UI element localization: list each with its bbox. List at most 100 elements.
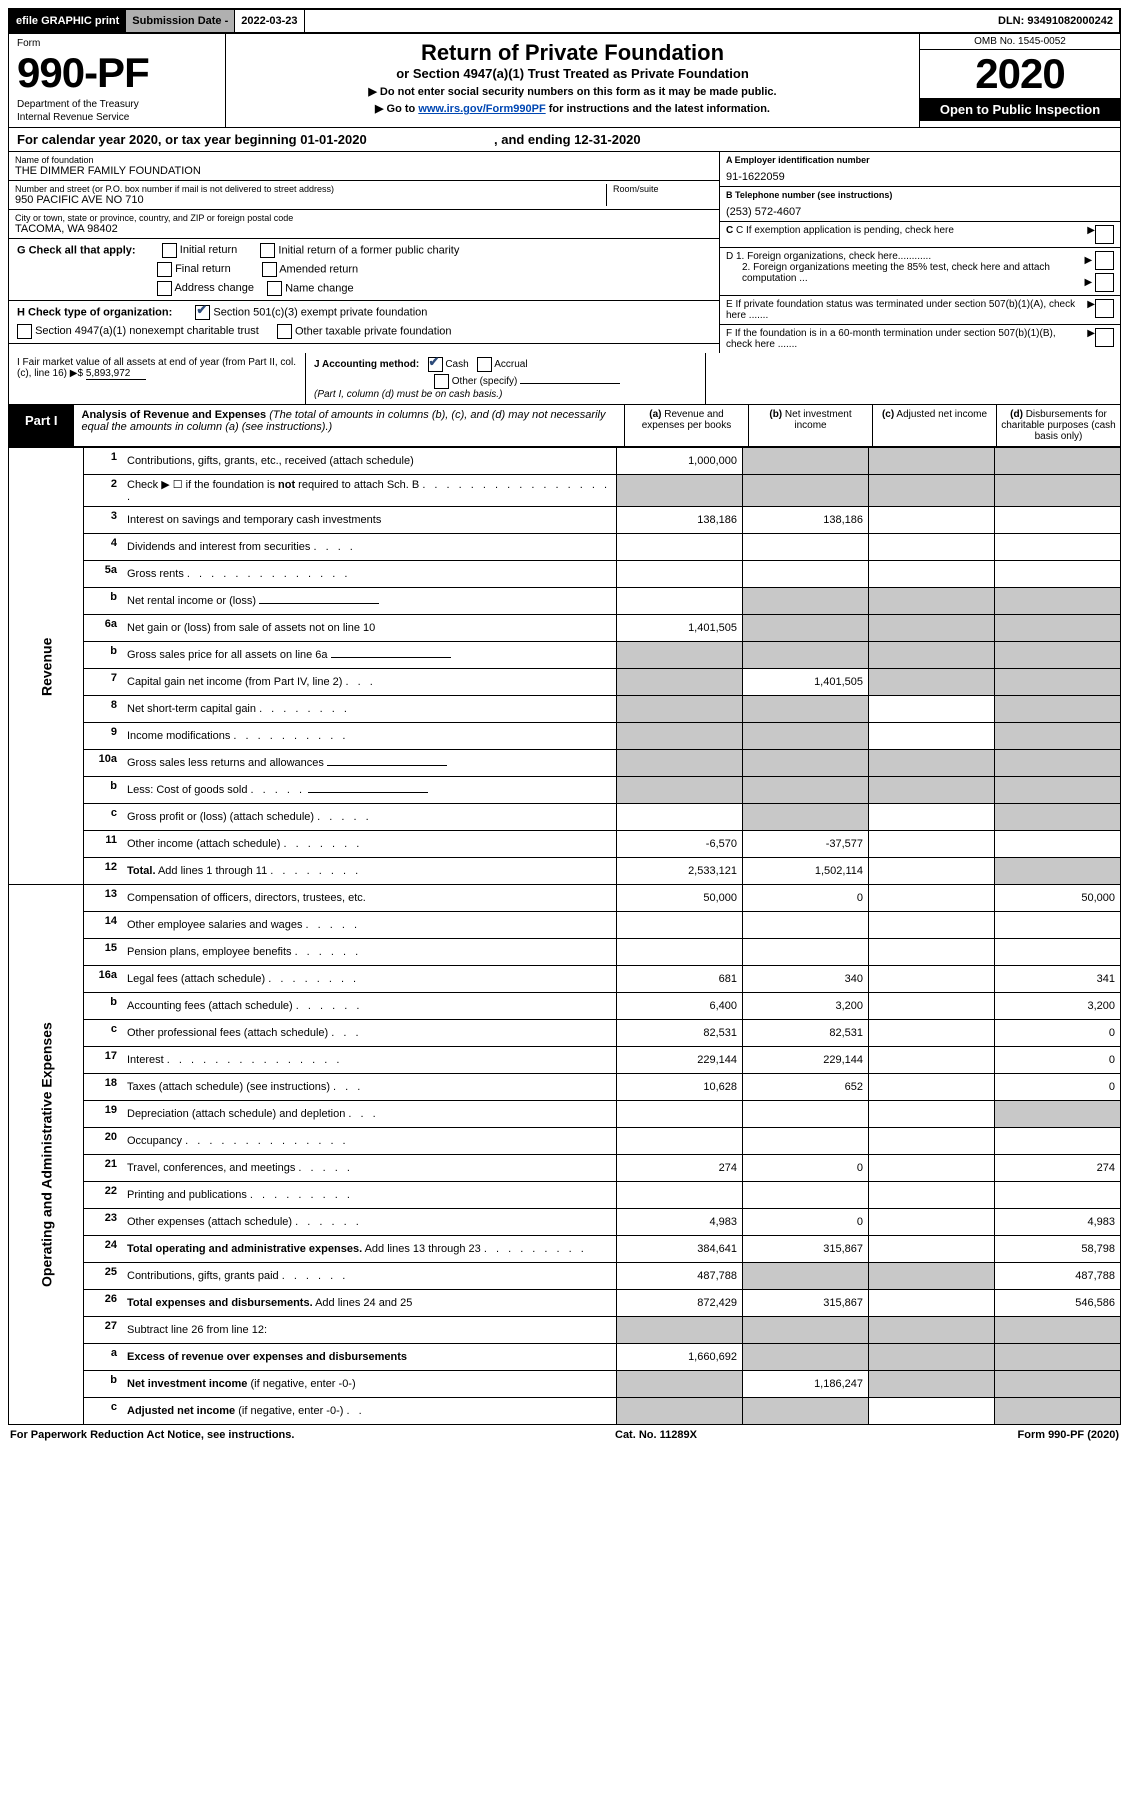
amount-cell xyxy=(743,939,869,966)
header-center: Return of Private Foundation or Section … xyxy=(226,34,919,127)
amount-cell xyxy=(995,448,1121,475)
amount-cell xyxy=(617,1398,743,1425)
amount-cell xyxy=(617,723,743,750)
g-initial-former-checkbox[interactable] xyxy=(260,243,275,258)
amount-cell: 652 xyxy=(743,1074,869,1101)
amount-cell xyxy=(617,1182,743,1209)
row-description: Other income (attach schedule) . . . . .… xyxy=(122,831,617,858)
page-footer: For Paperwork Reduction Act Notice, see … xyxy=(8,1425,1121,1445)
amount-cell: 341 xyxy=(995,966,1121,993)
d1-label: D 1. Foreign organizations, check here..… xyxy=(726,251,931,262)
amount-cell: 3,200 xyxy=(995,993,1121,1020)
address-label: Number and street (or P.O. box number if… xyxy=(15,184,600,194)
row-number: c xyxy=(84,1398,123,1425)
sub-lbl-text: Submission Date - xyxy=(132,15,228,27)
row-number: 22 xyxy=(84,1182,123,1209)
amount-cell xyxy=(995,831,1121,858)
g-address-change-checkbox[interactable] xyxy=(157,281,172,296)
amount-cell: 0 xyxy=(995,1074,1121,1101)
amount-cell xyxy=(869,912,995,939)
h-other-taxable-checkbox[interactable] xyxy=(277,324,292,339)
section-h: H Check type of organization: Section 50… xyxy=(9,301,719,344)
amount-cell xyxy=(995,1182,1121,1209)
amount-cell xyxy=(617,912,743,939)
j-cash-checkbox[interactable] xyxy=(428,357,443,372)
efile-label: efile GRAPHIC print xyxy=(10,10,126,32)
row-number: 9 xyxy=(84,723,123,750)
amount-cell: 0 xyxy=(743,885,869,912)
d1-checkbox[interactable] xyxy=(1095,251,1114,270)
amount-cell: 487,788 xyxy=(617,1263,743,1290)
row-number: a xyxy=(84,1344,123,1371)
f-checkbox[interactable] xyxy=(1095,328,1114,347)
row-number: 27 xyxy=(84,1317,123,1344)
row-description: Dividends and interest from securities .… xyxy=(122,534,617,561)
amount-cell xyxy=(869,804,995,831)
row-description: Less: Cost of goods sold . . . . . xyxy=(122,777,617,804)
amount-cell: 0 xyxy=(743,1209,869,1236)
amount-cell xyxy=(869,642,995,669)
h-501c3-checkbox[interactable] xyxy=(195,305,210,320)
amount-cell: 0 xyxy=(743,1155,869,1182)
amount-cell xyxy=(743,777,869,804)
form-instruction-2: ▶ Go to www.irs.gov/Form990PF for instru… xyxy=(246,102,899,115)
row-number: 23 xyxy=(84,1209,123,1236)
row-number: 5a xyxy=(84,561,123,588)
amount-cell: 4,983 xyxy=(995,1209,1121,1236)
amount-cell xyxy=(617,588,743,615)
amount-cell xyxy=(869,723,995,750)
amount-cell xyxy=(869,1101,995,1128)
d2-label: 2. Foreign organizations meeting the 85%… xyxy=(726,262,1079,284)
amount-cell xyxy=(869,1236,995,1263)
g-initial-return-checkbox[interactable] xyxy=(162,243,177,258)
row-description: Net rental income or (loss) xyxy=(122,588,617,615)
part-1-title: Analysis of Revenue and Expenses xyxy=(82,409,267,421)
irs-link[interactable]: www.irs.gov/Form990PF xyxy=(418,103,545,115)
amount-cell xyxy=(995,475,1121,507)
amount-cell: 340 xyxy=(743,966,869,993)
g-name-change-checkbox[interactable] xyxy=(267,281,282,296)
h-4947-checkbox[interactable] xyxy=(17,324,32,339)
row-number: 13 xyxy=(84,885,123,912)
j-accrual-checkbox[interactable] xyxy=(477,357,492,372)
footer-left: For Paperwork Reduction Act Notice, see … xyxy=(10,1429,294,1441)
header-left: Form 990-PF Department of the Treasury I… xyxy=(9,34,226,127)
amount-cell xyxy=(869,885,995,912)
header-right: OMB No. 1545-0052 2020 Open to Public In… xyxy=(919,34,1120,127)
row-description: Net gain or (loss) from sale of assets n… xyxy=(122,615,617,642)
h-opt-2: Other taxable private foundation xyxy=(295,325,452,337)
amount-cell xyxy=(617,1128,743,1155)
amount-cell xyxy=(869,1020,995,1047)
foundation-name: THE DIMMER FAMILY FOUNDATION xyxy=(15,165,713,177)
amount-cell xyxy=(869,1398,995,1425)
amount-cell xyxy=(743,696,869,723)
j-other-checkbox[interactable] xyxy=(434,374,449,389)
amount-cell xyxy=(617,804,743,831)
amount-cell xyxy=(869,1074,995,1101)
amount-cell xyxy=(743,561,869,588)
calendar-year-row: For calendar year 2020, or tax year begi… xyxy=(8,128,1121,152)
g-amended-checkbox[interactable] xyxy=(262,262,277,277)
section-j: J Accounting method: Cash Accrual Other … xyxy=(306,353,706,404)
amount-cell: 274 xyxy=(995,1155,1121,1182)
goto-suffix: for instructions and the latest informat… xyxy=(546,103,770,115)
amount-cell xyxy=(743,448,869,475)
col-d-header: (d) Disbursements for charitable purpose… xyxy=(996,405,1120,446)
form-subtitle: or Section 4947(a)(1) Trust Treated as P… xyxy=(246,66,899,81)
amount-cell xyxy=(869,777,995,804)
amount-cell xyxy=(995,804,1121,831)
amount-cell: 50,000 xyxy=(995,885,1121,912)
amount-cell: 1,660,692 xyxy=(617,1344,743,1371)
c-checkbox[interactable] xyxy=(1095,225,1114,244)
row-description: Gross rents . . . . . . . . . . . . . . xyxy=(122,561,617,588)
amount-cell: 546,586 xyxy=(995,1290,1121,1317)
j-label: J Accounting method: xyxy=(314,359,419,370)
g-final-return-checkbox[interactable] xyxy=(157,262,172,277)
row-description: Gross sales less returns and allowances xyxy=(122,750,617,777)
row-number: 2 xyxy=(84,475,123,507)
amount-cell xyxy=(995,1344,1121,1371)
d2-checkbox[interactable] xyxy=(1095,273,1114,292)
e-checkbox[interactable] xyxy=(1095,299,1114,318)
h-opt-1: Section 4947(a)(1) nonexempt charitable … xyxy=(35,325,259,337)
footer-right: Form 990-PF (2020) xyxy=(1018,1429,1120,1441)
